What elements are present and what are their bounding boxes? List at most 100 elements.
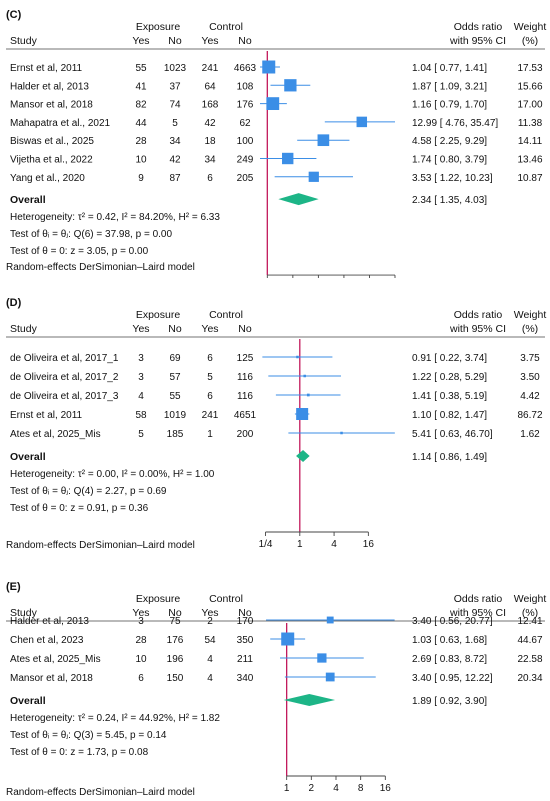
control-no-count: 116 (237, 391, 253, 402)
control-header: Control (209, 593, 243, 605)
control-header: Control (209, 21, 243, 33)
exposure-yes-count: 3 (138, 616, 144, 627)
control-yes-count: 42 (204, 118, 216, 129)
study-name: Ernst et al, 2011 (10, 410, 83, 421)
control-yes-count: 64 (204, 81, 216, 92)
control-yes-count: 241 (202, 63, 219, 74)
forest-plot-c-svg: (C) Exposure Control Odds ratio Weight Study Y… (6, 9, 546, 278)
odds-ratio-ci: 5.41 [ 0.63, 46.70] (412, 429, 493, 440)
overall-diamond (296, 450, 310, 462)
control-yes-count: 34 (204, 155, 216, 166)
control-no-count: 176 (237, 100, 254, 111)
exposure-yes-count: 41 (135, 81, 147, 92)
exposure-no-count: 37 (169, 81, 181, 92)
control-no-count: 340 (237, 673, 254, 684)
statistics-line: Heterogeneity: τ² = 0.24, I² = 44.92%, H… (10, 713, 220, 724)
weight-header: Weight (514, 309, 547, 321)
study-name: Yang et al., 2020 (10, 173, 85, 184)
study-name: Halder et al, 2013 (10, 616, 89, 627)
x-tick-label: 2 (309, 783, 315, 794)
study-name: Ernst et al, 2011 (10, 63, 83, 74)
overall-odds-ratio-ci: 1.14 [ 0.86, 1.49] (412, 452, 487, 463)
odds-ratio-ci: 1.10 [ 0.82, 1.47] (412, 410, 487, 421)
panel-label: (C) (6, 9, 22, 21)
odds-ratio-ci: 1.87 [ 1.09, 3.21] (412, 81, 487, 92)
study-weight: 17.53 (517, 63, 542, 74)
odds-ratio-ci: 1.04 [ 0.77, 1.41] (412, 63, 487, 74)
exposure-header: Exposure (136, 593, 181, 605)
odds-ratio-ci: 1.16 [ 0.79, 1.70] (412, 100, 487, 111)
overall-odds-ratio-ci: 2.34 [ 1.35, 4.03] (412, 195, 487, 206)
odds-ratio-ci: 1.03 [ 0.63, 1.68] (412, 635, 487, 646)
study-weight: 12.41 (517, 616, 542, 627)
odds-ratio-ci: 3.53 [ 1.22, 10.23] (412, 173, 493, 184)
control-yes-count: 5 (207, 372, 213, 383)
study-weight: 14.11 (518, 136, 543, 147)
study-column-header: Study (10, 323, 38, 335)
control-no-count: 100 (237, 136, 254, 147)
effect-marker (308, 171, 319, 182)
control-no-count: 125 (237, 353, 254, 364)
statistics-line: Test of θᵢ = θⱼ: Q(6) = 37.98, p = 0.00 (10, 229, 172, 240)
exposure-yes-count: 58 (135, 410, 147, 421)
study-weight: 15.66 (517, 81, 542, 92)
effect-marker (284, 79, 297, 92)
effect-marker (356, 116, 368, 128)
forest-plot-e-svg: (E) Exposure Control Odds ratio Weight Study Y… (6, 581, 547, 798)
forest-plot-panel-d: (D) Exposure Control Odds ratio Weight Study Y… (0, 284, 550, 556)
study-name: Chen et al, 2023 (10, 635, 84, 646)
exposure-no-count: 74 (169, 100, 181, 111)
ci-header: with 95% CI (449, 607, 506, 619)
effect-marker (317, 134, 330, 147)
control-no-count: 108 (237, 81, 254, 92)
odds-ratio-header: Odds ratio (454, 309, 503, 321)
control-yes-count: 6 (207, 353, 213, 364)
x-tick-label: 1/4 (259, 539, 273, 550)
exposure-no-count: 196 (167, 654, 184, 665)
control-yes-count: 6 (207, 391, 213, 402)
study-name: de Oliveira et al, 2017_1 (10, 353, 119, 364)
model-footnote: Random-effects DerSimonian–Laird model (6, 787, 195, 798)
control-yes-count: 4 (207, 673, 213, 684)
study-name: Biswas et al., 2025 (10, 136, 94, 147)
statistics-line: Test of θ = 0: z = 1.73, p = 0.08 (10, 747, 149, 758)
ci-header: with 95% CI (449, 323, 506, 335)
study-name: Mahapatra et al., 2021 (10, 118, 111, 129)
exposure-yes-count: 6 (138, 673, 144, 684)
exposure-yes-count: 10 (135, 155, 147, 166)
exposure-no-count: 176 (167, 635, 184, 646)
control-no-header: No (238, 35, 252, 47)
exposure-no-header: No (168, 35, 182, 47)
effect-marker (296, 408, 309, 420)
exposure-no-header: No (168, 323, 182, 335)
effect-marker (326, 616, 334, 624)
odds-ratio-ci: 12.99 [ 4.76, 35.47] (412, 118, 498, 129)
study-weight: 3.50 (520, 372, 540, 383)
x-tick-label: 4 (333, 783, 339, 794)
exposure-yes-header: Yes (132, 35, 149, 47)
study-weight: 10.87 (517, 173, 542, 184)
model-footnote: Random-effects DerSimonian–Laird model (6, 262, 195, 273)
exposure-no-count: 1019 (164, 410, 187, 421)
x-tick-label: 16 (380, 783, 392, 794)
effect-marker (306, 393, 310, 397)
panel-label: (D) (6, 297, 22, 309)
exposure-no-count: 55 (169, 391, 181, 402)
odds-ratio-ci: 2.69 [ 0.83, 8.72] (412, 654, 487, 665)
odds-ratio-ci: 1.22 [ 0.28, 5.29] (412, 372, 487, 383)
exposure-no-count: 150 (167, 673, 184, 684)
exposure-no-count: 87 (169, 173, 181, 184)
control-no-count: 62 (239, 118, 251, 129)
study-weight: 17.00 (517, 100, 542, 111)
model-footnote: Random-effects DerSimonian–Laird model (6, 540, 195, 551)
weight-header: Weight (514, 593, 547, 605)
odds-ratio-header: Odds ratio (454, 21, 503, 33)
exposure-no-count: 75 (169, 616, 181, 627)
exposure-yes-count: 10 (135, 654, 147, 665)
weight-unit-header: (%) (522, 323, 538, 335)
study-weight: 86.72 (517, 410, 542, 421)
statistics-line: Test of θ = 0: z = 0.91, p = 0.36 (10, 503, 149, 514)
control-yes-count: 1 (207, 429, 213, 440)
control-yes-count: 6 (207, 173, 213, 184)
study-weight: 4.42 (520, 391, 540, 402)
